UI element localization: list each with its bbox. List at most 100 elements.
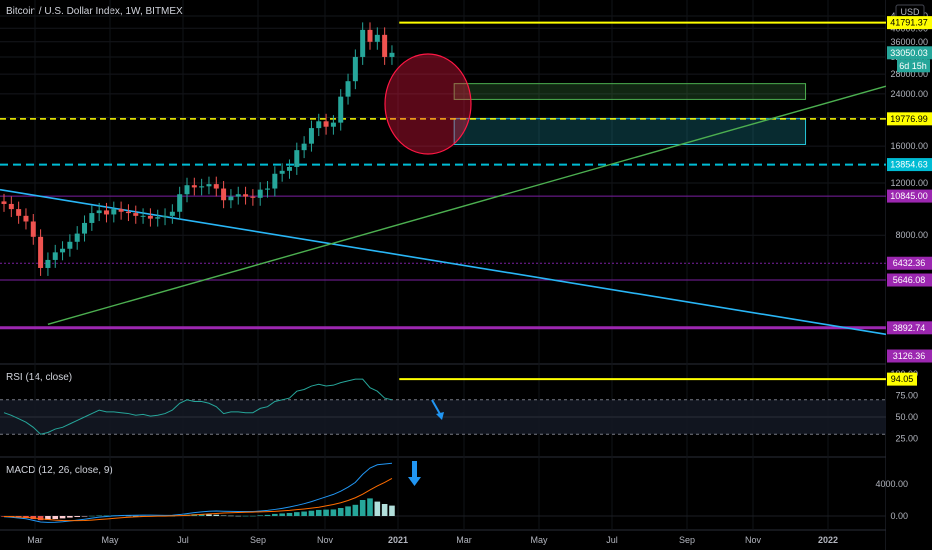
candle <box>330 122 336 127</box>
candle <box>184 185 190 195</box>
rsi-arrow-head <box>436 412 444 420</box>
macd-tick-label: 4000.00 <box>875 479 908 489</box>
candle <box>286 166 292 171</box>
candle <box>235 194 241 197</box>
macd-bar <box>323 509 329 516</box>
macd-bar <box>337 508 344 516</box>
candles <box>1 22 395 276</box>
macd-bar <box>242 515 249 517</box>
candle <box>118 209 124 212</box>
candle <box>374 34 380 42</box>
countdown-pill <box>897 59 930 73</box>
macd-bar <box>37 516 44 521</box>
price-zone <box>453 83 807 100</box>
time-tick-label: Nov <box>745 535 762 545</box>
candle <box>272 173 278 189</box>
candle <box>265 188 271 190</box>
candle <box>74 233 80 242</box>
candle <box>250 196 256 198</box>
time-axis: Mar May Jul Sep Nov 2021 Mar May Jul Sep Nov 2022 <box>27 535 838 545</box>
price-label-text: 41791.37 <box>890 18 928 28</box>
macd-bar <box>103 515 110 517</box>
macd-bar <box>250 515 256 517</box>
candle <box>345 81 351 97</box>
macd-bar <box>132 515 139 517</box>
macd-bar <box>286 512 293 516</box>
candle <box>133 213 139 216</box>
candle <box>23 215 29 222</box>
macd-bar <box>352 504 359 516</box>
candle <box>155 217 161 219</box>
macd-tick-label: 0.00 <box>890 511 908 521</box>
candle <box>294 150 300 167</box>
rsi-tick-label: 75.00 <box>895 391 918 401</box>
candle <box>140 215 146 217</box>
macd-bar <box>213 514 220 516</box>
macd-bar <box>235 515 242 517</box>
macd-bar <box>389 505 395 516</box>
descending-trendline <box>0 188 887 336</box>
candle <box>177 194 183 212</box>
price-label-pill <box>887 46 932 60</box>
candle <box>352 56 358 82</box>
price-label-text: 5646.08 <box>893 275 926 285</box>
candle <box>8 203 14 210</box>
price-label-pill <box>887 349 932 363</box>
candle <box>96 210 102 214</box>
candle <box>147 215 153 219</box>
candle <box>16 209 22 216</box>
macd-bar <box>330 509 337 516</box>
macd-bar <box>125 515 132 517</box>
macd-bar <box>89 515 95 517</box>
macd-bar <box>272 513 278 516</box>
candle <box>199 186 205 188</box>
rsi-value-text: 94.05 <box>891 374 914 384</box>
countdown-text: 6d 15h <box>899 61 927 71</box>
price-tick-label: 8000.00 <box>895 230 928 240</box>
macd-bar <box>198 514 205 516</box>
candle <box>382 34 388 57</box>
price-labels: 41791.37 33050.03 19776.99 13854.63 10845.00… <box>887 16 932 386</box>
price-label-text: 3892.74 <box>893 323 926 333</box>
candle <box>316 121 322 129</box>
price-tick-label: 36000.00 <box>890 37 928 47</box>
macd-bar <box>301 511 307 516</box>
candle <box>60 248 66 253</box>
macd-bar <box>74 516 80 517</box>
macd-bar <box>279 513 285 516</box>
candle <box>1 201 7 204</box>
macd-bar <box>315 509 322 516</box>
rsi-line <box>3 378 393 435</box>
price-tick-label: 28000.00 <box>890 69 928 79</box>
price-label-pill <box>887 321 932 335</box>
price-label-pill <box>887 112 932 126</box>
candle <box>243 194 249 197</box>
candle <box>191 185 197 188</box>
candle <box>82 222 88 234</box>
macd-bar <box>345 506 351 516</box>
time-tick-label: Mar <box>27 535 43 545</box>
rsi-value-pill <box>887 372 917 386</box>
candle <box>323 121 329 127</box>
candle <box>38 236 44 268</box>
macd-bar <box>367 498 373 516</box>
candle <box>228 196 234 201</box>
time-tick-label: Jul <box>606 535 618 545</box>
candle <box>111 209 117 215</box>
macd-arrow-head <box>408 477 421 486</box>
macd-bar <box>81 516 88 517</box>
price-label-text: 3126.36 <box>893 351 926 361</box>
candle <box>301 143 307 151</box>
price-label-pill <box>887 273 932 287</box>
time-tick-label: 2021 <box>388 535 408 545</box>
price-label-pill <box>887 16 932 30</box>
rsi-tick-label: 50.00 <box>895 412 918 422</box>
macd-bar <box>206 514 212 516</box>
candle <box>52 252 58 260</box>
rsi-arrow <box>431 399 441 415</box>
macd-bar <box>381 504 388 516</box>
candle <box>162 215 168 218</box>
macd-bar <box>96 515 102 517</box>
price-label-text: 6432.36 <box>893 258 926 268</box>
